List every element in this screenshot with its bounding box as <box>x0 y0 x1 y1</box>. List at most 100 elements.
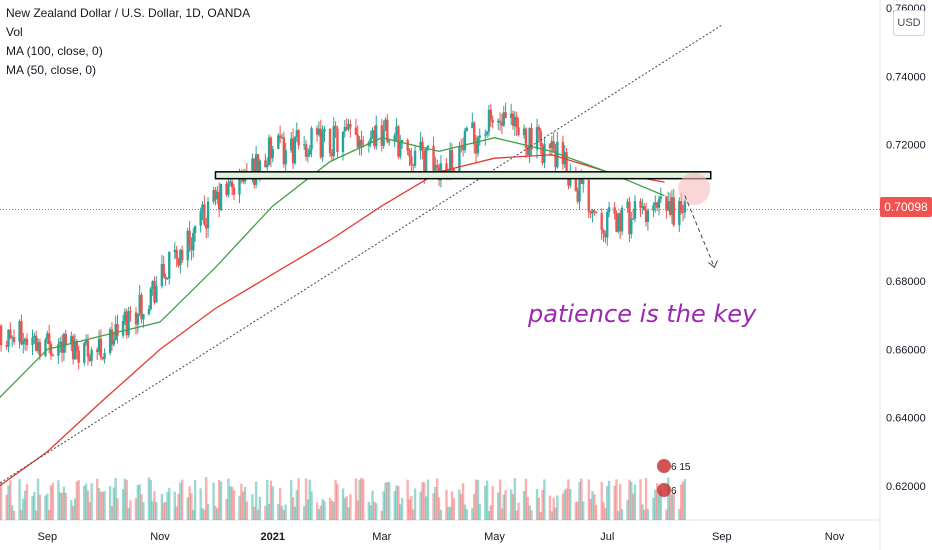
candle-body <box>336 128 339 152</box>
volume-bar <box>630 481 633 520</box>
volume-bar <box>659 490 663 520</box>
volume-bar <box>412 509 415 520</box>
candle-body <box>408 150 411 157</box>
volume-bar <box>166 491 169 520</box>
volume-bar <box>212 482 215 520</box>
candle-body <box>652 205 655 211</box>
volume-bar <box>47 510 51 520</box>
candle-body <box>419 141 422 151</box>
volume-bar <box>556 495 559 520</box>
candle-body <box>71 336 75 360</box>
x-tick-label: May <box>484 531 505 543</box>
x-tick-label: Sep <box>712 531 732 543</box>
candle-body <box>219 183 223 210</box>
volume-bar <box>59 492 62 520</box>
volume-bar <box>51 482 55 520</box>
volume-bar <box>458 489 461 520</box>
volume-bar <box>267 503 271 520</box>
candle-body <box>70 336 73 345</box>
candle-body <box>151 281 154 289</box>
candle-body <box>567 178 570 186</box>
candle-body <box>256 154 260 175</box>
candle-body <box>284 150 287 165</box>
candle-body <box>535 127 539 150</box>
candle-body <box>35 335 38 352</box>
volume-bar <box>253 506 256 520</box>
volume-bar <box>487 511 491 520</box>
volume-bar <box>356 500 359 520</box>
candle-body <box>384 119 387 130</box>
candle-body <box>665 196 668 211</box>
volume-bar <box>153 491 156 520</box>
currency-badge[interactable]: USD <box>893 10 925 36</box>
candle-body <box>515 116 518 128</box>
volume-bar <box>387 482 391 520</box>
candle-body <box>474 144 478 154</box>
candle-body <box>526 148 529 156</box>
candle-body <box>393 135 396 142</box>
volume-bar <box>293 506 297 520</box>
volume-bar <box>206 503 210 520</box>
candle-body <box>75 341 79 351</box>
volume-bar <box>543 479 546 520</box>
volume-bar <box>217 479 221 520</box>
candle-body <box>306 154 310 157</box>
candle-body <box>206 201 210 229</box>
volume-bar <box>127 507 130 520</box>
volume-bar <box>367 501 371 520</box>
candle-body <box>659 196 663 199</box>
volume-bar <box>524 478 528 520</box>
volume-bar <box>219 481 223 520</box>
candle-body <box>620 207 624 232</box>
legend-vol[interactable]: Vol <box>6 25 23 39</box>
legend-ma100[interactable]: MA (100, close, 0) <box>6 44 103 58</box>
candle-body <box>323 128 326 132</box>
candle-body <box>537 127 541 131</box>
volume-bar <box>277 504 280 520</box>
candle-body <box>153 281 156 303</box>
volume-bar <box>201 508 204 520</box>
candle-body <box>190 245 193 251</box>
volume-bar <box>332 501 335 520</box>
candle-body <box>127 311 130 336</box>
candle-body <box>386 119 389 142</box>
candle-body <box>681 211 685 213</box>
volume-bar <box>439 509 443 520</box>
volume-bar <box>358 479 361 520</box>
volume-bar <box>84 483 88 520</box>
candle-body <box>606 212 609 238</box>
y-tick-label: 0.74000 <box>886 71 926 83</box>
candle-body <box>319 128 323 158</box>
candle-body <box>186 230 189 261</box>
volume-bar <box>380 510 383 520</box>
volume-bar <box>77 480 80 520</box>
candle-body <box>22 341 25 345</box>
volume-bar <box>7 485 10 520</box>
candle-body <box>10 337 14 339</box>
volume-bar <box>606 485 609 520</box>
volume-bar <box>140 494 143 520</box>
volume-bar <box>452 498 456 520</box>
candle-body <box>602 229 605 234</box>
volume-bar <box>434 486 437 520</box>
y-tick-label: 0.64000 <box>886 413 926 425</box>
annotation-text[interactable]: patience is the key <box>528 300 757 328</box>
volume-bar <box>424 496 428 520</box>
candle-body <box>613 207 616 214</box>
volume-bar <box>589 498 592 520</box>
legend-ma50[interactable]: MA (50, close, 0) <box>6 63 97 77</box>
legend-symbol[interactable]: New Zealand Dollar / U.S. Dollar, 1D, OA… <box>6 6 251 20</box>
candle-body <box>373 130 376 147</box>
volume-bar <box>371 490 374 520</box>
candle-body <box>434 165 437 171</box>
candle-body <box>360 139 363 146</box>
volume-bar <box>447 506 450 520</box>
candle-body <box>123 311 127 321</box>
volume-bar <box>88 501 91 520</box>
volume-bar <box>643 509 646 520</box>
candle-body <box>168 252 171 279</box>
candle-body <box>23 338 27 342</box>
volume-bar <box>670 494 674 520</box>
